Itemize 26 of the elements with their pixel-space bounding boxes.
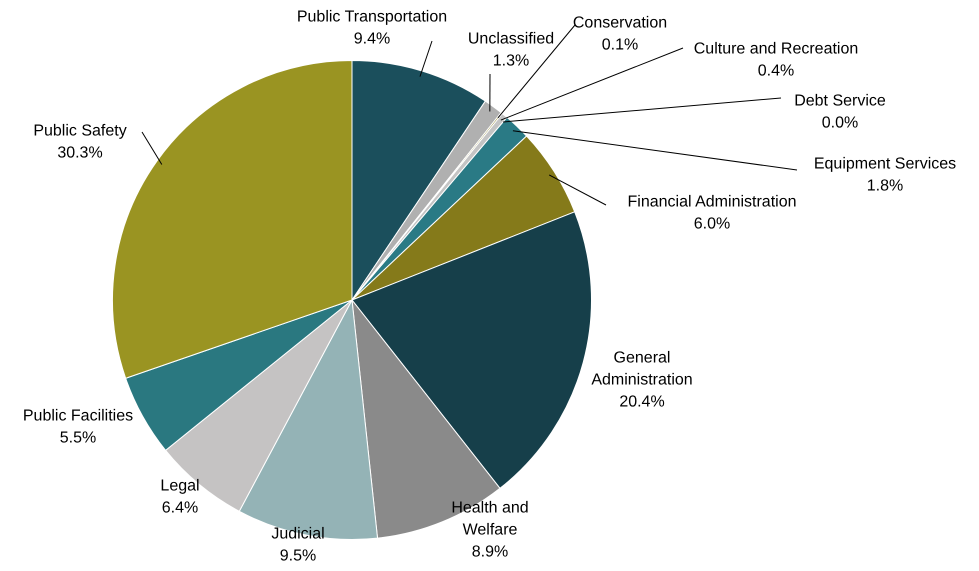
slice-label: General Administration xyxy=(591,349,693,388)
slice-label: Public Transportation xyxy=(296,8,448,26)
text: 0.0% xyxy=(822,114,858,132)
slice-label: Equipment Services xyxy=(814,155,956,172)
slice-label: Health and Welfare xyxy=(451,499,529,538)
slice-label: Public Safety xyxy=(33,122,127,140)
slice-label: Financial Administration xyxy=(628,193,796,210)
data-label: 8.9% xyxy=(472,543,508,560)
slice-label: Conservation xyxy=(572,14,668,32)
data-label: 0.4% xyxy=(758,62,794,80)
slice-label: Culture and Recreation xyxy=(694,40,858,58)
data-label: 6.0% xyxy=(694,215,730,232)
slice-label: Judicial xyxy=(271,525,325,542)
data-label: 9.5% xyxy=(280,547,316,564)
data-label: 20.4% xyxy=(619,393,665,410)
slice-label: Legal xyxy=(160,477,200,494)
data-label: 1.3% xyxy=(492,52,530,70)
category-label: Debt Service xyxy=(794,92,886,110)
slice-label: Public Facilities xyxy=(22,407,134,424)
data-label: 9.4% xyxy=(354,30,390,48)
data-label: 6.4% xyxy=(162,499,198,516)
slice-label: Unclassified xyxy=(468,30,554,48)
data-label: 5.5% xyxy=(60,429,96,446)
data-label: 0.1% xyxy=(602,36,638,54)
data-label: 1.8% xyxy=(866,177,904,194)
data-label: 30.3% xyxy=(57,144,103,162)
